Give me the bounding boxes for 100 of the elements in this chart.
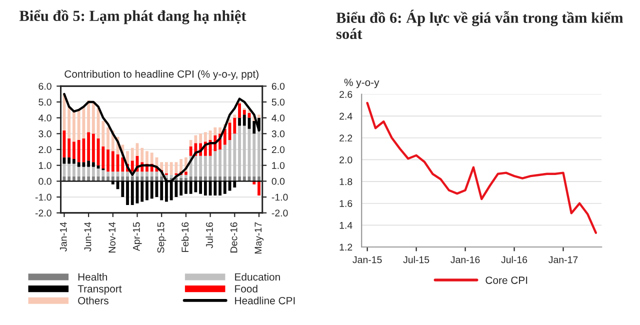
bar: [68, 106, 71, 138]
bar: [252, 181, 256, 184]
y-tick-label: 5.0: [38, 98, 52, 106]
x-tick-label: Jun-14: [84, 222, 92, 252]
bar: [62, 130, 66, 158]
x-tick-label: Jan-16: [450, 256, 480, 264]
y2-tick-label: -1.0: [272, 194, 288, 201]
legend-label: Core CPI: [486, 276, 528, 284]
x-tick-label: May-17: [254, 222, 264, 254]
bar: [111, 172, 114, 176]
x-tick-label: Apr-15: [133, 222, 142, 252]
y-tick-label: 2.0: [340, 156, 352, 164]
y2-tick-label: 6.0: [272, 82, 285, 90]
bar: [204, 132, 207, 142]
bar: [258, 114, 260, 118]
x-tick-label: Sep-15: [157, 222, 166, 253]
y-axis-title: % y-o-y: [344, 78, 380, 88]
bar: [62, 164, 66, 176]
y2-tick-label: -2.0: [272, 210, 288, 216]
bar: [121, 172, 124, 176]
bar: [180, 159, 183, 172]
bar: [87, 160, 90, 167]
legend-label: Health: [78, 273, 108, 281]
bar: [92, 162, 95, 167]
y2-tick-label: 0.0: [272, 178, 285, 185]
x-tick-label: Jan-17: [548, 256, 578, 264]
bar: [233, 134, 236, 176]
y-tick-label: 3.0: [38, 130, 52, 138]
bar: [106, 172, 110, 176]
bar: [199, 156, 202, 176]
bar: [150, 172, 154, 176]
bar: [180, 174, 183, 178]
bar: [126, 172, 129, 176]
bar: [146, 172, 148, 176]
bar: [140, 148, 144, 162]
bar: [92, 134, 95, 162]
y-tick-label: 0.0: [38, 178, 52, 185]
bar: [72, 142, 76, 160]
y-tick-label: 2.4: [340, 112, 352, 120]
bar: [72, 164, 76, 176]
bar: [218, 127, 222, 134]
bar: [72, 111, 76, 142]
bar: [62, 157, 66, 164]
bar: [252, 134, 256, 176]
chart-subtitle: Contribution to headline CPI (% y-o-y, ppt): [64, 70, 258, 80]
bar: [62, 94, 66, 130]
bar: [204, 156, 207, 176]
y-tick-label: 6.0: [38, 82, 52, 90]
line-series: [366, 102, 597, 234]
y-tick-label: 1.6: [340, 200, 352, 207]
y-tick-label: 1.2: [340, 244, 352, 251]
y-tick-label: 2.2: [340, 134, 352, 142]
bar: [233, 118, 236, 134]
y-tick-label: 1.8: [340, 178, 352, 186]
bar: [218, 150, 222, 176]
y2-tick-label: 5.0: [272, 98, 285, 106]
bar: [111, 151, 114, 172]
x-tick-label: Dec-16: [230, 222, 238, 252]
legend-label: Transport: [78, 285, 122, 295]
bar: [258, 130, 260, 176]
bar: [68, 164, 71, 176]
x-tick-label: Jul-16: [206, 222, 213, 248]
bar: [223, 128, 226, 145]
y-tick-label: 2.0: [38, 146, 52, 154]
bar: [106, 127, 110, 150]
x-tick-label: Jul-15: [403, 256, 430, 264]
y-tick-label: 1.4: [340, 222, 352, 229]
y-tick-label: -2.0: [35, 210, 52, 216]
x-tick-label: Jul-16: [501, 256, 528, 264]
x-tick-label: Feb-16: [181, 222, 189, 252]
bar: [68, 138, 71, 158]
bar: [184, 172, 188, 175]
y2-tick-label: 4.0: [272, 114, 285, 122]
legend-label: Education: [235, 273, 280, 281]
bar: [150, 152, 154, 164]
bar: [106, 150, 110, 172]
bar: [87, 166, 90, 176]
bar: [160, 162, 164, 170]
bar: [87, 100, 90, 132]
x-tick-label: Nov-14: [108, 222, 116, 252]
bar: [140, 172, 144, 176]
bar: [146, 151, 148, 164]
y-tick-label: 1.0: [39, 162, 52, 169]
bar: [242, 114, 246, 126]
legend-label: Others: [78, 296, 108, 304]
bar: [87, 132, 90, 161]
bar: [72, 159, 76, 164]
bar: [126, 151, 129, 164]
bar: [258, 181, 260, 196]
legend-label: Headline CPI: [235, 296, 295, 304]
bar: [96, 165, 100, 169]
bar: [130, 160, 134, 172]
bar: [238, 118, 241, 126]
y2-tick-label: 3.0: [272, 130, 285, 138]
chart-title: Biểu đồ 6: Áp lực về giá vẫn trong tầm kiểm soát: [336, 10, 624, 40]
y-tick-label: 4.0: [38, 114, 52, 122]
bar: [130, 148, 134, 161]
bar: [68, 157, 71, 164]
bar: [242, 126, 246, 176]
y-tick-label: -1.0: [35, 194, 52, 201]
